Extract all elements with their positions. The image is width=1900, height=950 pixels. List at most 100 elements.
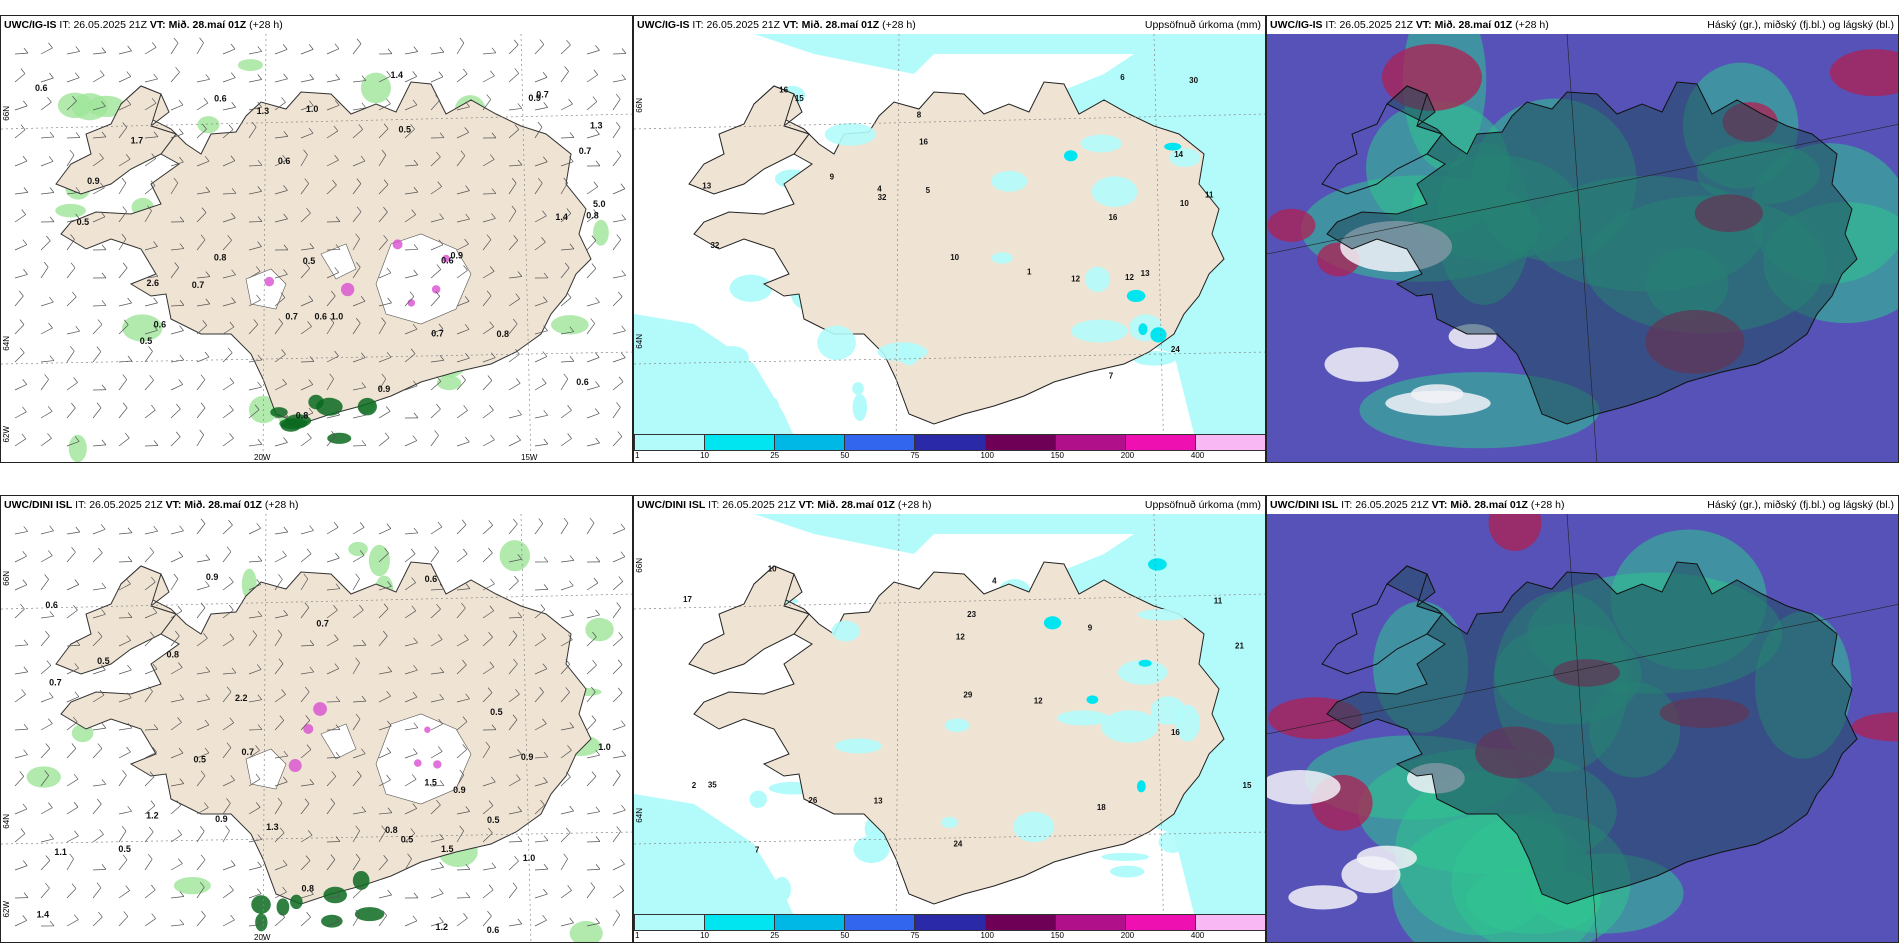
lat-label-66n: 66N (2, 571, 11, 586)
panel-precip-dini: UWC/DINI ISL IT: 26.05.2025 21Z VT: Mið.… (633, 495, 1266, 943)
precip-value: 12 (1034, 696, 1043, 705)
gust-value: 0.9 (378, 384, 391, 394)
colorbar-label: 25 (770, 451, 780, 460)
it-label: IT: (1341, 499, 1353, 511)
colorbar-label: 25 (770, 931, 780, 940)
gust-value: 1.0 (306, 104, 319, 114)
gust-value: 0.7 (49, 678, 62, 688)
valid-time: Mið. 28.maí 01Z (1434, 19, 1513, 31)
gust-value: 2.6 (146, 278, 159, 288)
gust-value: 0.6 (441, 256, 454, 266)
gust-value: 0.8 (214, 253, 227, 263)
gust-value: 0.5 (194, 755, 207, 765)
precip-value: 23 (967, 610, 976, 619)
colorbar-label: 200 (1120, 451, 1135, 460)
heavy-precip (1063, 142, 1182, 343)
map-area (1267, 514, 1898, 942)
gust-value: 1.0 (598, 742, 611, 752)
map-lines (1267, 34, 1898, 462)
colorbar-label: 150 (1050, 931, 1065, 940)
vt-label: VT: (782, 19, 799, 31)
precip-value: 5 (926, 186, 931, 195)
gust-value: 0.6 (576, 377, 589, 387)
panel-header: UWC/DINI ISL IT: 26.05.2025 21Z VT: Mið.… (1, 496, 632, 514)
precip-value: 35 (708, 781, 717, 790)
gust-value: 0.9 (215, 814, 228, 824)
wind-barbs (14, 37, 627, 447)
gust-value: 0.6 (45, 600, 58, 610)
vt-label: VT: (149, 19, 166, 31)
gust-value: 1.4 (555, 212, 568, 222)
lead-time: (+28 h) (1515, 19, 1549, 31)
gust-value: 0.7 (242, 747, 255, 757)
init-time: 26.05.2025 21Z (73, 19, 147, 31)
colorbar-swatch (634, 434, 706, 451)
gust-value: 1.4 (37, 910, 50, 920)
model-name: UWC/DINI ISL (637, 499, 706, 511)
panel-wind-dini: UWC/DINI ISL IT: 26.05.2025 21Z VT: Mið.… (0, 495, 633, 943)
colorbar-label: 150 (1050, 451, 1065, 460)
gust-value: 0.5 (97, 656, 110, 666)
colorbar-swatch (1194, 914, 1265, 931)
colorbar-swatch (1054, 914, 1126, 931)
colorbar-label: 50 (840, 931, 850, 940)
model-name: UWC/DINI ISL (1270, 499, 1339, 511)
colorbar-swatch (774, 434, 846, 451)
wind-map: 0.50.60.90.90.80.61.00.60.50.70.81.3 1.00… (1, 34, 632, 462)
gust-value: 1.0 (331, 311, 344, 321)
graticule (634, 34, 1265, 434)
it-label: IT: (1325, 19, 1337, 31)
panel-wind-ig-is: UWC/IG-IS IT: 26.05.2025 21Z VT: Mið. 28… (0, 15, 633, 463)
it-label: IT: (708, 499, 720, 511)
gust-value: 1.3 (257, 106, 270, 116)
colorbar-label: 200 (1120, 931, 1135, 940)
precip-value: 26 (808, 796, 817, 805)
precip-value: 13 (874, 796, 883, 805)
lat-label-64n: 64N (2, 336, 11, 351)
precip-value: 15 (1243, 781, 1252, 790)
colorbar-label: 10 (700, 931, 710, 940)
gust-value: 1.3 (266, 822, 279, 832)
init-time: 26.05.2025 21Z (1355, 499, 1429, 511)
gust-value: 1.2 (146, 811, 159, 821)
panel-header: UWC/IG-IS IT: 26.05.2025 21Z VT: Mið. 28… (1, 16, 632, 34)
valid-time: Mið. 28.maí 01Z (168, 19, 247, 31)
gust-values: 0.50.60.90.90.80.61.00.60.50.70.81.3 1.00… (35, 70, 606, 420)
gust-value: 0.6 (214, 94, 227, 104)
gust-spots (288, 702, 442, 773)
map-area: 1 4 24 6 11 8 10 13 16 32 32 16 14 30 13 15 7 12 5 9 16 10 12 (634, 34, 1265, 434)
precip-value: 9 (1088, 623, 1093, 632)
panel-precip-ig-is: UWC/IG-IS IT: 26.05.2025 21Z VT: Mið. 28… (633, 15, 1266, 463)
precip-value: 11 (1214, 597, 1223, 606)
precip-value: 4 (877, 185, 882, 194)
precip-value: 14 (1174, 150, 1183, 159)
precip-value: 16 (1108, 213, 1117, 222)
precip-value: 12 (1071, 275, 1080, 284)
vt-label: VT: (1431, 499, 1448, 511)
precip-value: 6 (1120, 73, 1125, 82)
gust-value: 0.8 (497, 329, 510, 339)
precip-value: 4 (992, 576, 997, 585)
precip-value: 21 (1235, 642, 1244, 651)
panel-title: Uppsöfnuð úrkoma (mm) (1144, 19, 1261, 31)
gust-value: 0.9 (87, 176, 100, 186)
init-time: 26.05.2025 21Z (1339, 19, 1413, 31)
colorbar-label: 75 (910, 451, 920, 460)
precip-map: 13 21 35 24 12 12 29 11 17 18 26 15 23 16 9 10 7 4 2 (634, 514, 1265, 914)
graticule (634, 514, 1265, 914)
colorbar-swatch (984, 434, 1056, 451)
lat-label-66n: 66N (2, 106, 11, 121)
gust-value: 0.9 (521, 752, 534, 762)
precip-value: 15 (795, 94, 804, 103)
gust-value: 1.5 (424, 777, 437, 787)
precip-value: 12 (956, 633, 965, 642)
glaciers (245, 713, 472, 805)
dense-overcast (1327, 82, 1857, 424)
precip-value: 10 (768, 565, 777, 574)
gust-value: 1.5 (441, 844, 454, 854)
lead-time: (+28 h) (882, 19, 916, 31)
lat-label-64n: 64N (635, 334, 644, 349)
precip-colorbar: 1 10 25 50 75 100 150 200 400 (634, 914, 1265, 942)
wind-barbs (14, 517, 627, 927)
